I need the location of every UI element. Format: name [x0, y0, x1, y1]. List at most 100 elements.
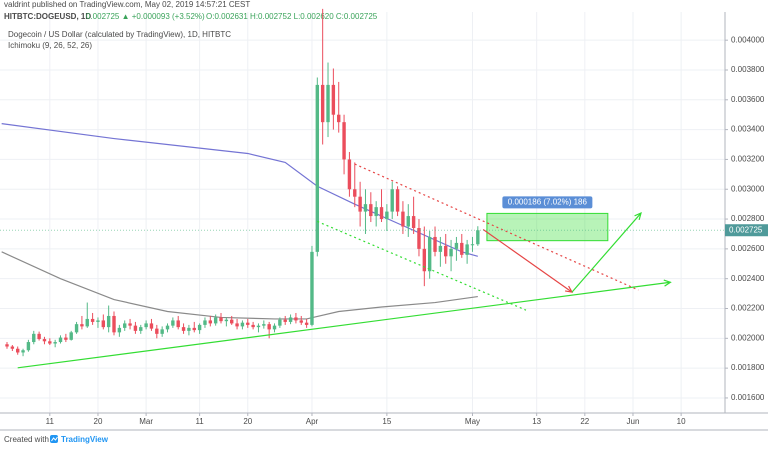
candle-body	[58, 337, 63, 343]
candle-body	[230, 319, 234, 324]
candle-body	[390, 189, 394, 212]
candle-body	[165, 325, 170, 330]
y-tick-label: 0.002600	[731, 244, 765, 253]
published: valdrint published on TradingView.com, M…	[4, 0, 250, 9]
y-tick-label: 0.002400	[731, 274, 765, 283]
candle-body	[251, 324, 255, 328]
candle-body	[176, 320, 180, 328]
y-tick-label: 0.001800	[731, 363, 765, 372]
candle-body	[417, 228, 421, 249]
candle-body	[85, 318, 89, 327]
candle-body	[476, 230, 480, 245]
candle-body	[160, 329, 164, 334]
footer-created: Created with	[4, 435, 49, 444]
candle-body	[101, 320, 106, 328]
candle-body	[96, 320, 100, 322]
candle-body	[219, 317, 223, 322]
x-tick-label: 20	[94, 417, 103, 426]
candle-body	[139, 327, 143, 331]
candle-body	[246, 322, 250, 325]
candle-body	[181, 327, 186, 331]
candle-body	[128, 323, 132, 326]
range-label-bg	[502, 196, 593, 209]
x-tick-label: 15	[382, 417, 391, 426]
candle-body	[406, 216, 410, 227]
candle-body	[438, 245, 443, 252]
y-tick-label: 0.003600	[731, 95, 765, 104]
candle-body	[342, 122, 346, 160]
candle-body	[363, 204, 368, 212]
candle-body	[320, 84, 325, 123]
candle-body	[213, 317, 218, 324]
candle-body	[379, 207, 384, 220]
candle-body	[337, 114, 341, 123]
x-tick-label: 20	[243, 417, 252, 426]
trend-line	[482, 229, 573, 293]
candle-body	[26, 342, 31, 351]
y-tick-label: 0.002000	[731, 333, 765, 342]
candle-body	[310, 251, 314, 325]
x-tick-label: Mar	[139, 417, 153, 426]
candle-body	[106, 315, 111, 328]
candle-body	[112, 315, 116, 333]
candle-body	[299, 320, 303, 323]
candle-body	[123, 323, 127, 328]
candle-body	[385, 211, 389, 220]
x-tick-label: 10	[677, 417, 686, 426]
candle-body	[288, 317, 293, 322]
chart-title: Dogecoin / US Dollar (calculated by Trad…	[8, 30, 231, 39]
candle-body	[427, 236, 432, 272]
x-tick-label: 11	[46, 417, 55, 426]
candle-body	[32, 333, 36, 343]
ohlc-text: O:0.002631 H:0.002752 L:0.002620 C:0.002…	[206, 12, 378, 21]
candle-body	[326, 84, 330, 123]
candle-body	[369, 204, 373, 217]
candle-body	[69, 332, 73, 340]
candle-body	[10, 346, 15, 349]
candle-body	[192, 327, 196, 331]
candle-body	[353, 189, 357, 197]
moving-average	[1, 251, 478, 320]
y-tick-label: 0.002800	[731, 214, 765, 223]
footer-brand[interactable]: TradingView	[61, 435, 109, 444]
candle-body	[315, 84, 320, 252]
x-tick-label: 22	[580, 417, 589, 426]
candle-body	[74, 324, 79, 333]
candle-body	[401, 211, 405, 227]
indicator: Ichimoku (9, 26, 52, 26)	[8, 41, 92, 50]
candle-body	[37, 333, 41, 340]
candle-body	[470, 244, 475, 246]
candle-body	[304, 322, 309, 325]
y-tick-label: 0.003000	[731, 184, 765, 193]
candle-body	[80, 324, 84, 327]
change: 0.002725 ▲ +0.000093 (+3.52%)	[86, 12, 205, 21]
candle-body	[267, 324, 271, 330]
last-price-bg	[725, 224, 768, 237]
range-label: 0.000186 (7.02%) 186	[508, 198, 588, 207]
candle-body	[171, 320, 175, 326]
y-tick-label: 0.004000	[731, 35, 765, 44]
candle-body	[347, 159, 352, 190]
candle-body	[283, 319, 287, 322]
x-tick-label: May	[465, 417, 480, 426]
x-tick-label: 13	[532, 417, 541, 426]
arrow-head	[564, 285, 574, 293]
candle-body	[240, 322, 245, 327]
tv-logo	[50, 435, 58, 443]
candle-body	[90, 318, 95, 322]
candle-body	[411, 216, 416, 229]
x-tick-label: 11	[195, 417, 204, 426]
candle-body	[117, 327, 122, 333]
x-tick-label: Jun	[627, 417, 640, 426]
y-tick-label: 0.003400	[731, 125, 765, 134]
candle-body	[395, 189, 400, 212]
candle-body	[187, 327, 191, 331]
candle-body	[235, 323, 239, 327]
candle-body	[433, 236, 437, 252]
y-tick-label: 0.003800	[731, 65, 765, 74]
candle-body	[133, 325, 138, 331]
candle-body	[149, 323, 154, 329]
candle-body	[444, 245, 448, 257]
